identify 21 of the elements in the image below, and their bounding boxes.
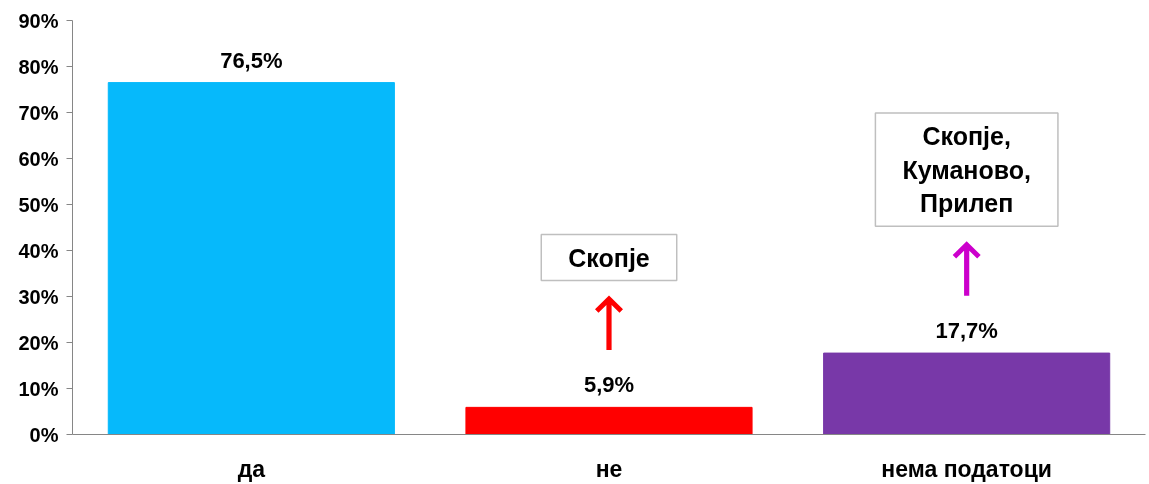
data-label: 5,9% bbox=[583, 372, 635, 398]
y-tick-label: 10% bbox=[18, 377, 59, 400]
data-label: 76,5% bbox=[220, 47, 283, 73]
bar bbox=[465, 406, 753, 435]
y-tick-label: 60% bbox=[18, 147, 59, 170]
annotation: Скопје bbox=[568, 243, 650, 272]
x-tick-label: не bbox=[595, 455, 623, 482]
y-tick-label: 80% bbox=[18, 55, 59, 78]
y-tick-label: 0% bbox=[29, 423, 59, 446]
bar bbox=[107, 82, 395, 435]
annotation: Скопје, Куманово, Прилеп bbox=[902, 122, 1031, 218]
y-tick-label: 40% bbox=[18, 239, 59, 262]
y-tick-label: 20% bbox=[18, 331, 59, 354]
x-tick-label: нема податоци bbox=[881, 455, 1052, 482]
data-label: 17,7% bbox=[935, 318, 998, 344]
y-tick-label: 70% bbox=[18, 101, 59, 124]
y-tick-label: 90% bbox=[18, 9, 59, 32]
bar bbox=[823, 352, 1111, 435]
y-tick-label: 50% bbox=[18, 193, 59, 216]
y-tick-label: 30% bbox=[18, 285, 59, 308]
x-tick-label: да bbox=[237, 455, 266, 482]
